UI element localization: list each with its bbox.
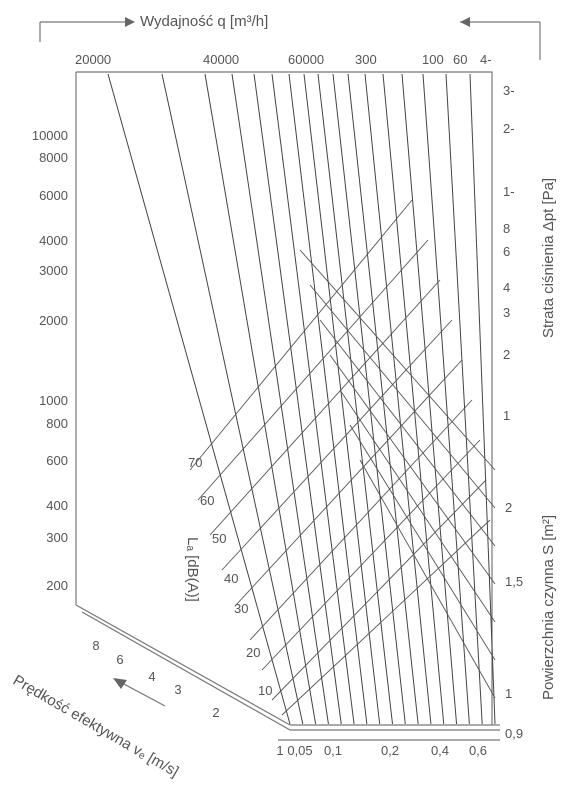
- fan-line: [271, 73, 355, 725]
- cross-line: [197, 239, 429, 501]
- tick-labels: 20000 40000 60000 300 100 60 4-100008000600040…: [32, 52, 523, 758]
- left-tick-label: 10000: [32, 128, 68, 143]
- level-tick-label: 70: [188, 455, 202, 470]
- velocity-tick-label: 8: [92, 638, 99, 653]
- cross-line: [209, 279, 441, 536]
- fan-line: [107, 73, 291, 725]
- bottom-tick-label: 0,4: [431, 743, 449, 758]
- cross-line: [349, 424, 496, 661]
- area-axis-title: Powierzchnia czynna S [m²]: [540, 515, 557, 700]
- pressure-tick-label: 2: [503, 347, 510, 362]
- cross-line: [235, 359, 463, 606]
- left-tick-label: 6000: [39, 188, 68, 203]
- pressure-tick-label: 4: [503, 280, 510, 295]
- top-tick-label: 300: [355, 52, 377, 67]
- left-tick-label: 300: [46, 530, 68, 545]
- cross-line: [329, 354, 496, 585]
- left-tick-label: 800: [46, 416, 68, 431]
- cross-line: [261, 439, 481, 671]
- top-tick-label: 4-: [480, 52, 492, 67]
- cross-line: [271, 479, 487, 701]
- cross-line: [281, 519, 491, 716]
- fan-line: [422, 73, 470, 725]
- cross-line: [189, 199, 413, 471]
- pressure-tick-label: 1-: [503, 184, 515, 199]
- area-tick-label: 2: [505, 500, 512, 515]
- right-arrow-icon: [125, 17, 135, 27]
- level-tick-label: 10: [258, 683, 272, 698]
- fan-line: [161, 73, 304, 725]
- fan-line: [347, 73, 419, 725]
- bottom-tick-label: 0,6: [469, 743, 487, 758]
- pressure-tick-label: 3-: [503, 83, 515, 98]
- level-tick-label: 60: [200, 493, 214, 508]
- cross-line: [339, 389, 496, 623]
- fan-line: [231, 73, 329, 725]
- area-tick-label: 0,9: [505, 726, 523, 741]
- level-axis-title: Lₐ [dB(A)]: [184, 537, 201, 602]
- velocity-axis-title: Prędkość efektywna vₑ [m/s]: [10, 672, 181, 781]
- velocity-arrow-icon: [113, 678, 127, 689]
- fan-line: [253, 73, 342, 725]
- velocity-tick-label: 2: [212, 705, 219, 720]
- level-tick-label: 40: [224, 571, 238, 586]
- cross-lines: [189, 199, 496, 716]
- fan-lines: [107, 73, 496, 725]
- left-tick-label: 600: [46, 453, 68, 468]
- velocity-tick-label: 4: [148, 669, 155, 684]
- left-tick-label: 4000: [39, 233, 68, 248]
- cross-line: [249, 399, 473, 641]
- left-tick-label: 1000: [39, 393, 68, 408]
- pressure-tick-label: 1: [503, 408, 510, 423]
- fan-line: [469, 73, 496, 725]
- cross-line: [299, 249, 496, 471]
- bottom-tick-label: 0,05: [287, 743, 312, 758]
- bottom-tick-label: 1: [276, 743, 283, 758]
- velocity-arrow: [113, 678, 166, 707]
- top-tick-label: 100: [422, 52, 444, 67]
- velocity-tick-label: 3: [174, 682, 181, 697]
- velocity-tick-label: 6: [116, 652, 123, 667]
- area-tick-label: 1: [505, 686, 512, 701]
- left-tick-label: 400: [46, 498, 68, 513]
- pressure-tick-label: 3: [503, 305, 510, 320]
- level-tick-label: 20: [246, 645, 260, 660]
- cross-line: [221, 319, 453, 571]
- left-arrow-icon: [460, 17, 470, 27]
- left-tick-label: 8000: [39, 150, 68, 165]
- fan-line: [332, 73, 406, 725]
- fan-line: [204, 73, 317, 725]
- top-tick-label: 60: [453, 52, 467, 67]
- level-tick-label: 30: [234, 601, 248, 616]
- left-tick-label: 2000: [39, 313, 68, 328]
- pressure-tick-label: 2-: [503, 121, 515, 136]
- left-tick-label: 3000: [39, 263, 68, 278]
- top-tick-label: 40000: [203, 52, 239, 67]
- fan-line: [303, 73, 381, 725]
- cross-line: [359, 459, 496, 699]
- fan-line: [364, 73, 432, 725]
- fan-line: [401, 73, 458, 725]
- pressure-tick-label: 6: [503, 244, 510, 259]
- fan-line: [445, 73, 483, 725]
- cross-line: [319, 319, 496, 547]
- left-tick-label: 200: [46, 578, 68, 593]
- bottom-tick-label: 0,1: [324, 743, 342, 758]
- bottom-tick-label: 0,2: [381, 743, 399, 758]
- pressure-tick-label: 8: [503, 221, 510, 236]
- top-tick-label: 60000: [288, 52, 324, 67]
- fan-line: [382, 73, 445, 725]
- top-arrows: [39, 17, 541, 60]
- pressure-axis-title: Strata ciśnienia Δpt [Pa]: [540, 178, 557, 338]
- cross-line: [309, 284, 496, 509]
- level-tick-label: 50: [212, 531, 226, 546]
- top-tick-label: 20000: [75, 52, 111, 67]
- top-axis-title: Wydajność q [m³/h]: [140, 13, 268, 30]
- area-tick-label: 1,5: [505, 574, 523, 589]
- chart-frame: [75, 71, 500, 741]
- fan-line: [317, 73, 393, 725]
